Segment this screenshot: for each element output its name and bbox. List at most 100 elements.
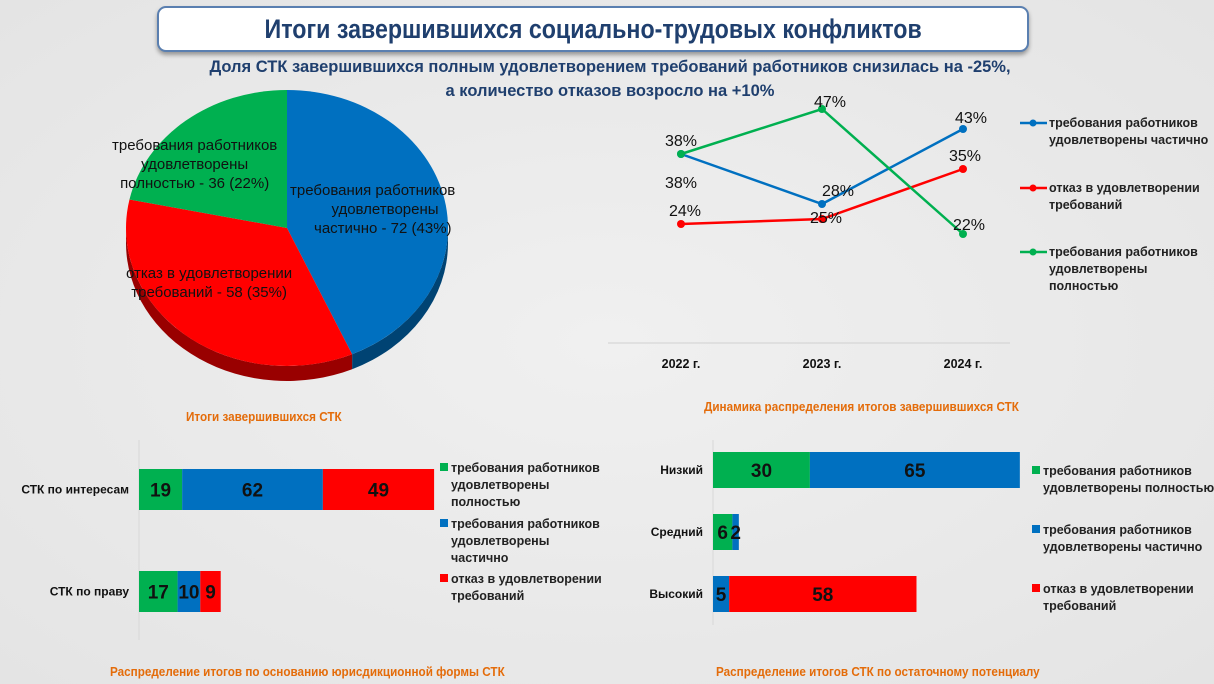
data-label: 25%: [810, 210, 842, 227]
legend-label: удовлетворены полностью: [1043, 481, 1214, 495]
bar-segment: [139, 469, 183, 510]
bar-segment: [713, 514, 733, 550]
legend-label: отказ в удовлетворении: [451, 572, 602, 586]
category-label: Высокий: [649, 587, 703, 601]
bar-value-label: 62: [242, 481, 263, 502]
data-point: [818, 200, 826, 208]
data-label: 38%: [665, 175, 697, 192]
data-point: [959, 125, 967, 133]
legend-label: требований: [1049, 198, 1122, 212]
pie-slice: [129, 90, 287, 228]
data-label: 38%: [665, 133, 697, 150]
bar-value-label: 6: [717, 523, 728, 544]
legend-label: требований: [451, 589, 524, 603]
data-point: [818, 105, 826, 113]
bar-segment: [177, 571, 201, 612]
line-chart: 2022 г. 2023 г. 2024 г. 38% 28% 43% требования…: [608, 94, 1209, 371]
legend-label: требования работников: [1043, 523, 1192, 537]
data-label: 22%: [953, 217, 985, 234]
pie-label-refusal: отказ в удовлетворении требований - 58 (…: [126, 264, 292, 302]
category-label: Средний: [651, 525, 703, 539]
pie-label-full: требования работников удовлетворены полн…: [112, 136, 277, 193]
subtitle-line-2: а количество отказов возросло на +10%: [445, 82, 775, 100]
page-title: Итоги завершившихся социально-трудовых к…: [264, 13, 922, 44]
legend-label: полностью: [451, 495, 521, 509]
data-point: [959, 165, 967, 173]
pie-label-line: требований - 58 (35%): [131, 284, 287, 301]
data-point: [959, 230, 967, 238]
legend-swatch: [1032, 525, 1040, 533]
data-point: [677, 150, 685, 158]
bar-value-label: 10: [178, 583, 199, 604]
bar-segment: [713, 452, 810, 488]
data-label: 47%: [814, 94, 846, 111]
x-tick-label: 2024 г.: [944, 357, 983, 371]
pie-label-line: удовлетворены: [141, 156, 249, 173]
bar-value-label: 9: [205, 583, 216, 604]
bar-segment: [713, 576, 730, 612]
category-label: СТК по праву: [50, 585, 130, 599]
legend-label: требования работников: [1043, 464, 1192, 478]
bar-segment: [732, 514, 739, 550]
legend-label: удовлетворены частично: [1049, 133, 1209, 147]
pie-label-line: полностью - 36 (22%): [120, 175, 270, 192]
legend-label: требований: [1043, 599, 1116, 613]
data-point: [677, 220, 685, 228]
legend-swatch: [1032, 584, 1040, 592]
legend-swatch: [440, 574, 448, 582]
data-label: 24%: [669, 203, 701, 220]
legend-swatch: [440, 463, 448, 471]
subtitle-line-1: Доля СТК завершившихся полным удовлетвор…: [209, 58, 1011, 76]
legend-label: отказ в удовлетворении: [1049, 181, 1200, 195]
bar-segment: [322, 469, 435, 510]
x-tick-label: 2023 г.: [803, 357, 842, 371]
data-label: 35%: [949, 148, 981, 165]
legend-label: требования работников: [451, 461, 600, 475]
pie-label-line: частично - 72 (43%): [314, 220, 452, 237]
pie-label-line: отказ в удовлетворении: [126, 265, 293, 282]
bar-value-label: 2: [730, 523, 741, 544]
bar-value-label: 5: [716, 585, 727, 606]
legend-marker-point: [1029, 248, 1037, 256]
legend-label: удовлетворены: [451, 534, 549, 548]
pie-label-line: удовлетворены: [331, 201, 439, 218]
legend-label: полностью: [1049, 279, 1119, 293]
legend-label: частично: [451, 551, 509, 565]
legend-label: удовлетворены частично: [1043, 540, 1203, 554]
legend-marker-point: [1029, 119, 1037, 127]
data-label: 43%: [955, 110, 987, 127]
bar-value-label: 30: [751, 461, 772, 482]
pie-slice-side: [126, 228, 353, 381]
legend-label: требования работников: [1049, 245, 1198, 259]
legend-label: требования работников: [1049, 116, 1198, 130]
category-label: СТК по интересам: [21, 483, 129, 497]
bar-chart-potential: Низкий 30 65 Средний 6 2 Высокий 5 58 требования …: [649, 440, 1214, 625]
legend-marker-point: [1029, 184, 1037, 192]
data-point: [818, 215, 826, 223]
bar-chart-jurisdiction-title: Распределение итогов по основанию юрисди…: [110, 664, 505, 679]
bar-segment: [182, 469, 323, 510]
category-label: Низкий: [660, 463, 703, 477]
pie-slice: [126, 199, 353, 367]
bar-segment: [139, 571, 178, 612]
pie-chart-title: Итоги завершившихся СТК: [186, 409, 342, 424]
legend-label: отказ в удовлетворении: [1043, 582, 1194, 596]
legend-swatch: [1032, 466, 1040, 474]
legend-label: удовлетворены: [451, 478, 549, 492]
bar-value-label: 58: [812, 585, 833, 606]
bar-value-label: 17: [148, 583, 169, 604]
pie-slice: [287, 90, 448, 355]
bar-segment: [729, 576, 917, 612]
legend-label: удовлетворены: [1049, 262, 1147, 276]
legend-label: требования работников: [451, 517, 600, 531]
bar-value-label: 19: [150, 481, 171, 502]
pie-label-line: требования работников: [112, 137, 278, 154]
pie-label-partial: требования работников удовлетворены част…: [290, 181, 456, 238]
bar-chart-jurisdiction: СТК по интересам 19 62 49 СТК по праву 17 10 9 т…: [21, 440, 602, 640]
legend-swatch: [440, 519, 448, 527]
pie-label-line: требования работников: [290, 182, 456, 199]
bar-value-label: 49: [368, 481, 389, 502]
bar-value-label: 65: [904, 461, 926, 482]
data-label: 28%: [822, 183, 854, 200]
bar-chart-potential-title: Распределение итогов СТК по остаточному …: [716, 664, 1040, 679]
